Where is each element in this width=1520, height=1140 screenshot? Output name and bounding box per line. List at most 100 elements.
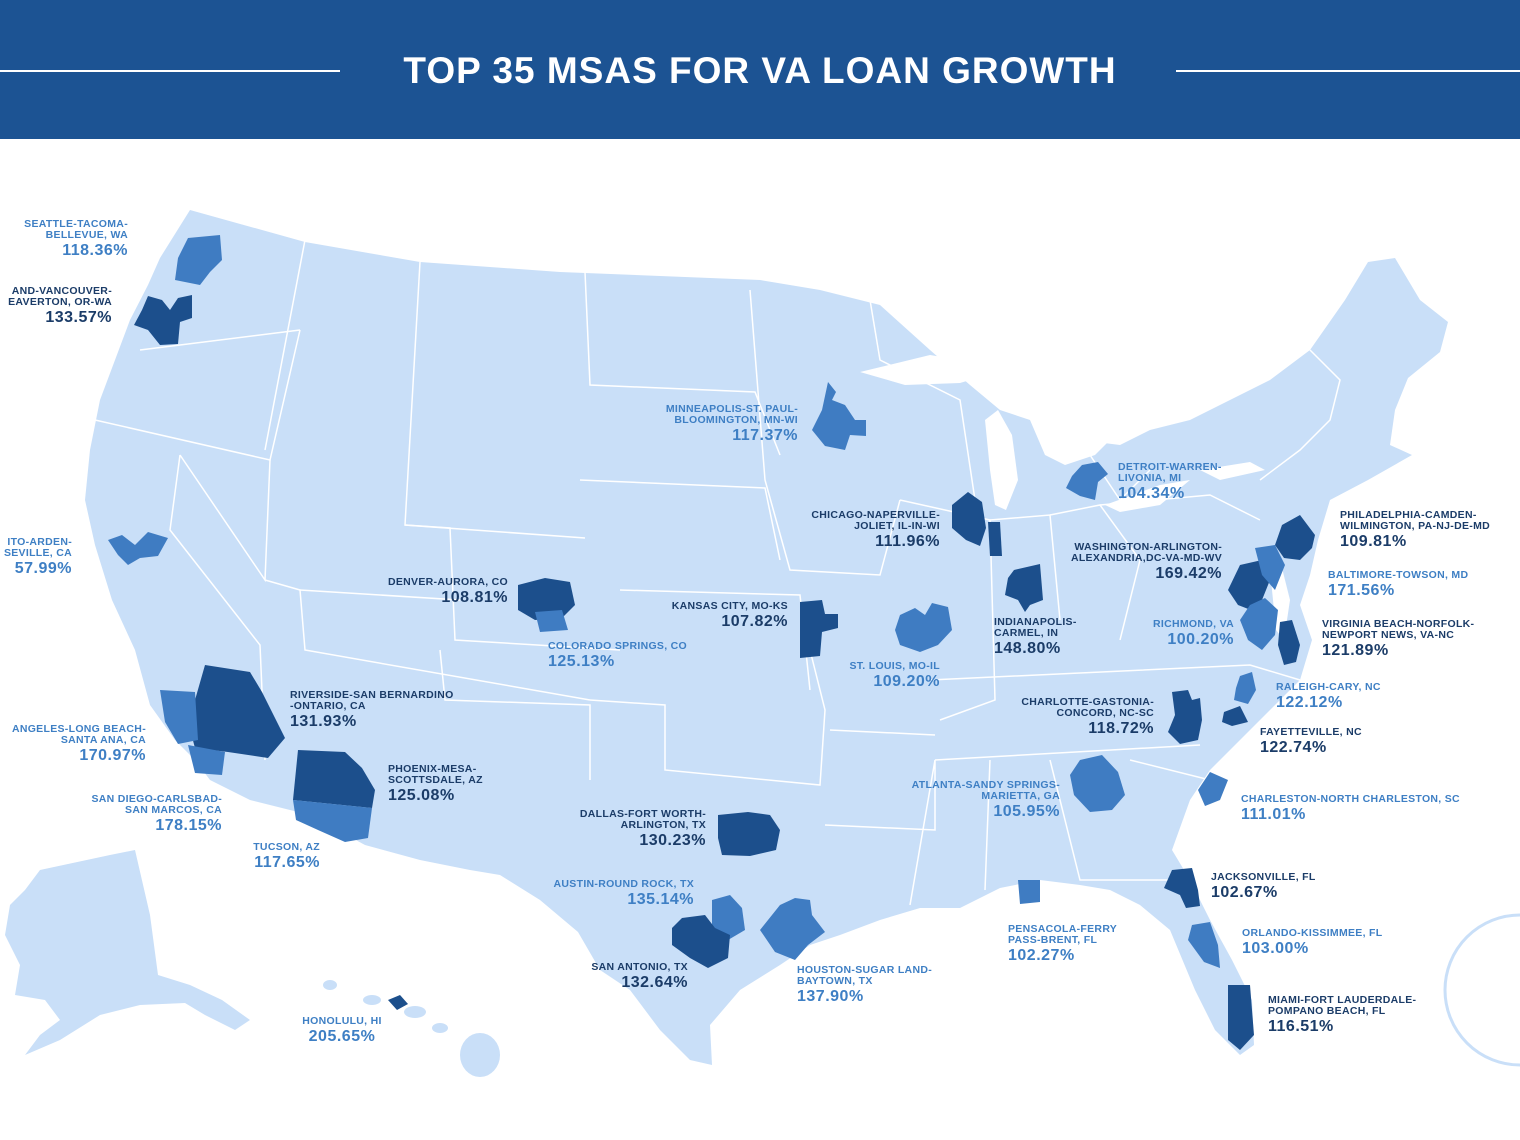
label-pensacola-line1: PENSACOLA-FERRY	[1008, 923, 1118, 935]
msa-shape-portland	[134, 295, 192, 345]
label-san-diego-line2: SAN MARCOS, CA	[125, 804, 222, 816]
msa-shape-st-louis	[895, 603, 952, 652]
label-denver-value: 108.81%	[441, 589, 508, 606]
msa-shape-philadelphia	[1275, 515, 1315, 560]
label-charlotte-line2: CONCORD, NC-SC	[1056, 707, 1154, 719]
label-st-louis-line1: ST. LOUIS, MO-IL	[849, 660, 940, 672]
msa-shape-san-diego	[188, 745, 225, 775]
label-philadelphia-value: 109.81%	[1340, 533, 1407, 550]
label-indianapolis-line1: INDIANAPOLIS-	[994, 616, 1077, 628]
label-chicago-value: 111.96%	[875, 533, 940, 550]
label-st-louis-value: 109.20%	[873, 673, 940, 690]
msa-shape-richmond	[1240, 598, 1278, 650]
label-tucson-value: 117.65%	[254, 854, 320, 871]
label-atlanta: ATLANTA-SANDY SPRINGS- MARIETTA, GA 105.…	[880, 780, 1060, 822]
label-washington-value: 169.42%	[1155, 565, 1222, 582]
msa-shape-chicago	[952, 492, 986, 546]
label-detroit-value: 104.34%	[1118, 485, 1185, 502]
label-indianapolis-line2: CARMEL, IN	[994, 627, 1059, 639]
msa-shape-miami	[1228, 985, 1254, 1050]
hawaii-islands	[323, 980, 500, 1077]
label-raleigh: RALEIGH-CARY, NC 122.12%	[1276, 682, 1426, 713]
label-seattle-line2: BELLEVUE, WA	[45, 229, 128, 241]
label-charlotte: CHARLOTTE-GASTONIA- CONCORD, NC-SC 118.7…	[990, 697, 1154, 739]
label-colorado-springs: COLORADO SPRINGS, CO 125.13%	[548, 641, 748, 672]
label-philadelphia-line1: PHILADELPHIA-CAMDEN-	[1340, 509, 1477, 521]
msa-shape-los-angeles	[160, 690, 198, 744]
msa-shape-tucson	[293, 800, 372, 842]
label-richmond: RICHMOND, VA 100.20%	[1120, 619, 1234, 650]
label-detroit-line2: LIVONIA, MI	[1118, 472, 1182, 484]
label-baltimore-line1: BALTIMORE-TOWSON, MD	[1328, 569, 1469, 581]
label-raleigh-line1: RALEIGH-CARY, NC	[1276, 681, 1381, 693]
label-fayetteville-line1: FAYETTEVILLE, NC	[1260, 726, 1362, 738]
label-seattle-value: 118.36%	[62, 242, 128, 259]
label-miami-value: 116.51%	[1268, 1018, 1334, 1035]
label-honolulu-line1: HONOLULU, HI	[302, 1015, 382, 1027]
label-washington: WASHINGTON-ARLINGTON- ALEXANDRIA,DC-VA-M…	[1040, 542, 1222, 584]
msa-shape-sacramento	[108, 532, 168, 565]
label-minneapolis: MINNEAPOLIS-ST. PAUL- BLOOMINGTON, MN-WI…	[620, 404, 798, 446]
label-washington-line1: WASHINGTON-ARLINGTON-	[1074, 541, 1222, 553]
alaska-landmass	[5, 850, 250, 1055]
label-charleston: CHARLESTON-NORTH CHARLESTON, SC 111.01%	[1241, 794, 1511, 825]
label-raleigh-value: 122.12%	[1276, 694, 1343, 711]
header-banner: TOP 35 MSAS FOR VA LOAN GROWTH	[0, 0, 1520, 139]
msa-shape-atlanta	[1070, 755, 1125, 812]
label-tucson: TUCSON, AZ 117.65%	[200, 842, 320, 873]
label-chicago-line1: CHICAGO-NAPERVILLE-	[811, 509, 940, 521]
label-philadelphia: PHILADELPHIA-CAMDEN- WILMINGTON, PA-NJ-D…	[1340, 510, 1518, 552]
label-fayetteville-value: 122.74%	[1260, 739, 1327, 756]
msa-shape-colorado-springs	[535, 610, 568, 632]
label-dallas-value: 130.23%	[639, 832, 706, 849]
label-kansas-city: KANSAS CITY, MO-KS 107.82%	[628, 601, 788, 632]
label-miami: MIAMI-FORT LAUDERDALE- POMPANO BEACH, FL…	[1268, 995, 1468, 1037]
label-chicago-line2: JOLIET, IL-IN-WI	[854, 520, 940, 532]
msa-shape-baltimore	[1255, 545, 1285, 590]
label-san-diego-line1: SAN DIEGO-CARLSBAD-	[91, 793, 222, 805]
label-seattle-line1: SEATTLE-TACOMA-	[24, 218, 128, 230]
label-jacksonville: JACKSONVILLE, FL 102.67%	[1211, 872, 1361, 903]
label-kansas-city-value: 107.82%	[721, 613, 788, 630]
label-dallas: DALLAS-FORT WORTH- ARLINGTON, TX 130.23%	[540, 809, 706, 851]
header-left-rule	[0, 70, 340, 72]
label-portland-line1: AND-VANCOUVER-	[11, 285, 112, 297]
label-pensacola: PENSACOLA-FERRY PASS-BRENT, FL 102.27%	[1008, 924, 1148, 966]
label-san-antonio-value: 132.64%	[621, 974, 688, 991]
label-riverside: RIVERSIDE-SAN BERNARDINO -ONTARIO, CA 13…	[290, 690, 490, 732]
label-fayetteville: FAYETTEVILLE, NC 122.74%	[1260, 727, 1410, 758]
label-miami-line2: POMPANO BEACH, FL	[1268, 1005, 1386, 1017]
label-charleston-line1: CHARLESTON-NORTH CHARLESTON, SC	[1241, 793, 1460, 805]
label-atlanta-line2: MARIETTA, GA	[981, 790, 1060, 802]
label-detroit: DETROIT-WARREN- LIVONIA, MI 104.34%	[1118, 462, 1258, 504]
msa-shape-houston	[760, 898, 825, 960]
label-atlanta-value: 105.95%	[993, 803, 1060, 820]
label-charleston-value: 111.01%	[1241, 806, 1306, 823]
label-orlando-value: 103.00%	[1242, 940, 1309, 957]
label-denver-line1: DENVER-AURORA, CO	[387, 576, 508, 588]
label-charlotte-line1: CHARLOTTE-GASTONIA-	[1021, 696, 1154, 708]
msa-shape-raleigh	[1234, 672, 1256, 704]
msa-shape-dallas	[718, 812, 780, 856]
label-portland: AND-VANCOUVER- EAVERTON, OR-WA 133.57%	[0, 286, 112, 328]
msa-shape-fayetteville	[1222, 706, 1248, 726]
label-washington-line2: ALEXANDRIA,DC-VA-MD-WV	[1070, 552, 1222, 564]
contiguous-us-landmass	[85, 210, 1448, 1065]
label-charlotte-value: 118.72%	[1088, 720, 1154, 737]
label-riverside-line2: -ONTARIO, CA	[290, 700, 366, 712]
label-dallas-line1: DALLAS-FORT WORTH-	[579, 808, 706, 820]
label-richmond-value: 100.20%	[1167, 631, 1234, 648]
label-phoenix-line1: PHOENIX-MESA-	[388, 763, 477, 775]
label-denver: DENVER-AURORA, CO 108.81%	[360, 577, 508, 608]
state-borders	[94, 239, 1341, 906]
label-austin-value: 135.14%	[627, 891, 694, 908]
msa-shape-pensacola	[1018, 880, 1040, 904]
label-seattle: SEATTLE-TACOMA- BELLEVUE, WA 118.36%	[0, 219, 128, 261]
label-indianapolis-value: 148.80%	[994, 640, 1061, 657]
label-sacramento-line1: ITO-ARDEN-	[7, 536, 72, 548]
label-jacksonville-line1: JACKSONVILLE, FL	[1211, 871, 1316, 883]
label-houston: HOUSTON-SUGAR LAND- BAYTOWN, TX 137.90%	[797, 965, 967, 1007]
msa-shape-honolulu	[388, 995, 408, 1010]
msa-shape-virginia-beach	[1278, 620, 1300, 665]
label-sacramento-value: 57.99%	[14, 560, 72, 577]
